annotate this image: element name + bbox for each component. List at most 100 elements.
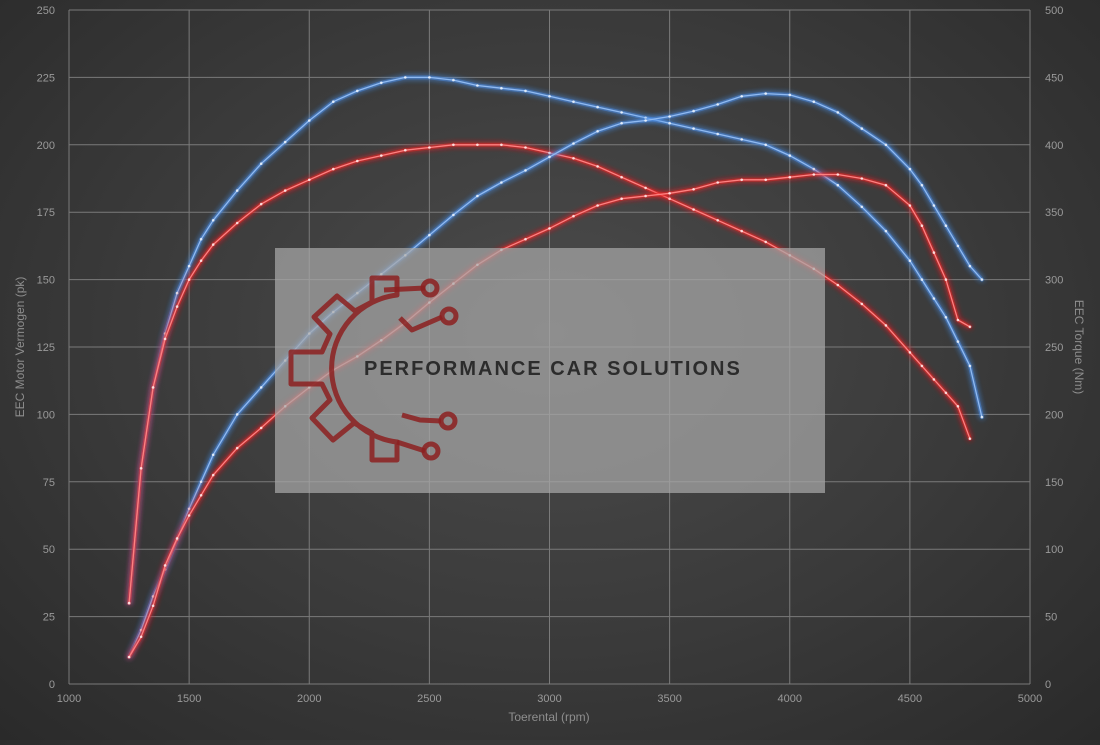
series-point [235,446,239,450]
series-point [199,259,203,263]
series-point [956,405,960,408]
series-point [908,351,912,354]
series-point [764,143,767,147]
series-point [428,146,431,149]
series-point [908,259,912,263]
series-point [308,119,311,122]
series-point [596,165,599,168]
series-point [908,167,912,171]
series-point [944,391,948,395]
series-point [836,173,840,176]
series-point [476,143,479,147]
series-point [764,240,767,244]
series-point [716,181,719,184]
series-point [524,237,527,241]
y-left-tick-label: 175 [37,207,55,219]
x-tick-label: 1500 [177,693,201,705]
series-point [163,564,167,567]
series-point [644,186,647,190]
series-point [812,173,816,176]
series-point [788,154,792,157]
axis-ticks: 1000 1500 2000 2500 3000 3500 4000 4500 50000255… [37,5,1064,705]
series-point [187,278,191,281]
series-point [980,278,984,281]
series-point [968,364,972,368]
series-point [956,244,960,248]
series-point [944,316,948,319]
y-left-tick-label: 250 [37,5,55,17]
y-left-tick-label: 0 [49,679,55,691]
series-point [548,151,551,155]
y-right-tick-label: 400 [1045,140,1063,152]
series-point [524,89,527,93]
series-point [151,604,155,608]
series-point [668,115,671,118]
series-point [380,154,383,157]
series-point [920,278,924,281]
series-point [452,213,455,217]
series-point [740,229,743,233]
series-point [740,95,743,98]
y-left-tick-label: 75 [43,477,55,489]
series-point [956,340,960,343]
series-point [932,378,936,381]
series-point [199,237,203,241]
series-point [187,264,191,268]
series-point [788,175,792,179]
y-right-tick-label: 350 [1045,207,1063,219]
watermark-text: PERFORMANCE CAR SOLUTIONS [364,358,742,380]
series-point [404,76,407,79]
series-point [620,121,623,125]
series-point [283,189,287,192]
series-point [163,337,167,341]
y-right-tick-label: 450 [1045,72,1063,84]
series [127,75,984,659]
series-point [860,177,864,180]
y-left-tick-label: 50 [43,544,55,556]
series-point [812,167,816,171]
y-right-tick-label: 0 [1045,679,1051,691]
series-point [764,92,767,95]
series-point [380,81,383,85]
series-point [668,192,671,195]
series-point [968,325,972,329]
series-point [476,84,479,87]
x-tick-label: 3500 [657,693,681,705]
series-point [740,178,743,182]
y-right-tick-label: 200 [1045,409,1063,421]
x-tick-label: 4500 [898,693,922,705]
series-point [524,169,527,172]
series-point [920,183,924,187]
y-right-tick-label: 150 [1045,477,1063,489]
series-point [920,224,924,227]
series-point [356,159,359,163]
x-axis-title: Toerental (rpm) [508,710,589,724]
y-right-tick-label: 100 [1045,544,1063,556]
y-right-tick-label: 300 [1045,275,1063,287]
series-point [716,103,719,106]
series-point [620,197,623,200]
series-point [836,111,840,114]
series-point [175,291,179,295]
series-point [404,148,407,152]
series-point [968,437,972,441]
series-line-3 [128,173,971,658]
series-point [836,183,840,187]
series-point [235,413,239,416]
series-point [283,140,287,144]
series-point [428,76,431,79]
series-point [572,157,575,160]
series-point [716,132,719,136]
series-point [211,219,215,222]
series-point [692,109,695,113]
series-point [980,415,984,419]
series-point [620,175,623,179]
series-point [668,121,671,125]
y-right-tick-label: 500 [1045,5,1063,17]
y-left-tick-label: 100 [37,409,55,421]
watermark: PERFORMANCE CAR SOLUTIONS [275,248,825,493]
series-point [259,202,263,206]
x-tick-label: 3000 [537,693,561,705]
y-axis-right-title: EEC Torque (Nm) [1072,300,1086,394]
